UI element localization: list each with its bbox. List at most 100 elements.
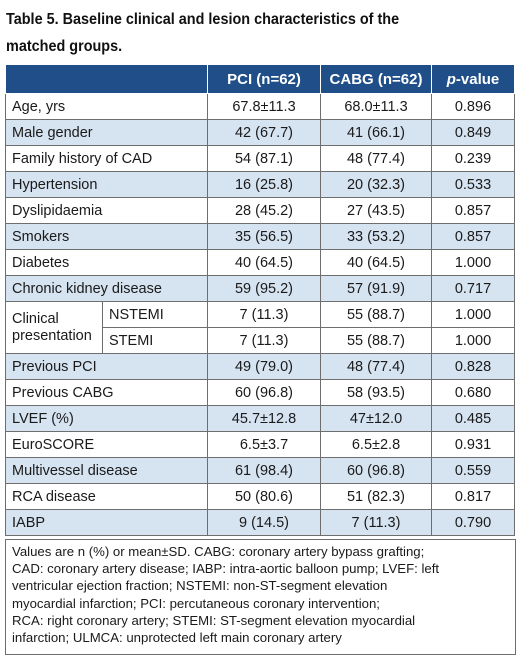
pci-value: 42 (67.7) [207,119,321,146]
row-label: Chronic kidney disease [5,275,208,302]
pci-value: 49 (79.0) [207,353,321,380]
p-value: 1.000 [431,301,515,328]
pci-value: 16 (25.8) [207,171,321,198]
row-label: Multivessel disease [5,457,208,484]
table-footnote: Values are n (%) or mean±SD. CABG: coron… [5,539,516,655]
cabg-value: 68.0±11.3 [320,93,432,120]
table-title: Table 5. Baseline clinical and lesion ch… [6,6,480,60]
pci-value: 7 (11.3) [207,301,321,328]
cabg-value: 6.5±2.8 [320,431,432,458]
row-label-clinical-presentation: Clinical presentation [5,301,103,354]
p-value: 0.896 [431,93,515,120]
table-row: Previous PCI 49 (79.0) 48 (77.4) 0.828 [5,353,515,380]
p-value: 0.849 [431,119,515,146]
p-value: 0.828 [431,353,515,380]
footnote-line: Values are n (%) or mean±SD. CABG: coron… [12,544,425,559]
row-label: RCA disease [5,483,208,510]
pci-value: 6.5±3.7 [207,431,321,458]
table-row: Male gender 42 (67.7) 41 (66.1) 0.849 [5,119,515,146]
clinical-label-line-1: Clinical [12,310,59,327]
table-row: LVEF (%) 45.7±12.8 47±12.0 0.485 [5,405,515,432]
pci-value: 35 (56.5) [207,223,321,250]
p-value: 0.680 [431,379,515,406]
row-label: Male gender [5,119,208,146]
cabg-value: 27 (43.5) [320,197,432,224]
p-value: 0.485 [431,405,515,432]
pci-value: 61 (98.4) [207,457,321,484]
table-row: Chronic kidney disease 59 (95.2) 57 (91.9)… [5,275,515,302]
row-label: Previous CABG [5,379,208,406]
pci-value: 67.8±11.3 [207,93,321,120]
row-label: Previous PCI [5,353,208,380]
p-value: 0.857 [431,197,515,224]
p-value: 0.817 [431,483,515,510]
p-value: 0.931 [431,431,515,458]
cabg-value: 48 (77.4) [320,145,432,172]
table-row: Family history of CAD 54 (87.1) 48 (77.4) 0… [5,145,515,172]
pci-value: 54 (87.1) [207,145,321,172]
row-label: Family history of CAD [5,145,208,172]
table-header-row: PCI (n=62) CABG (n=62) p-value [5,64,515,94]
p-value: 0.533 [431,171,515,198]
pci-value: 9 (14.5) [207,509,321,536]
footnote-line: infarction; ULMCA: unprotected left main… [12,630,342,646]
cabg-value: 33 (53.2) [320,223,432,250]
table-row: Hypertension 16 (25.8) 20 (32.3) 0.533 [5,171,515,198]
title-line-2: matched groups. [6,38,123,55]
header-p-rest: -value [455,70,500,88]
table-row: Clinical presentation NSTEMI 7 (11.3) 55 (88… [5,301,515,354]
cabg-value: 20 (32.3) [320,171,432,198]
row-label: LVEF (%) [5,405,208,432]
header-p-value: p-value [431,64,515,94]
sub-row-label: NSTEMI [102,301,208,328]
cabg-value: 57 (91.9) [320,275,432,302]
table-row: Multivessel disease 61 (98.4) 60 (96.8) 0.5… [5,457,515,484]
cabg-value: 48 (77.4) [320,353,432,380]
row-label: Diabetes [5,249,208,276]
footnote-line: CAD: coronary artery disease; IABP: intr… [12,561,440,577]
pci-value: 60 (96.8) [207,379,321,406]
row-label: Dyslipidaemia [5,197,208,224]
header-pci: PCI (n=62) [207,64,321,94]
row-label: EuroSCORE [5,431,208,458]
table-row: Age, yrs 67.8±11.3 68.0±11.3 0.896 [5,93,515,120]
sub-row-label: STEMI [102,327,208,354]
row-label: Smokers [5,223,208,250]
pci-value: 50 (80.6) [207,483,321,510]
table-body: Age, yrs 67.8±11.3 68.0±11.3 0.896 Male gend… [5,93,515,536]
row-label: Age, yrs [5,93,208,120]
p-value: 0.717 [431,275,515,302]
table-row: Previous CABG 60 (96.8) 58 (93.5) 0.680 [5,379,515,406]
cabg-value: 40 (64.5) [320,249,432,276]
p-value: 0.790 [431,509,515,536]
header-cabg: CABG (n=62) [320,64,432,94]
table-row: IABP 9 (14.5) 7 (11.3) 0.790 [5,509,515,536]
pci-value: 7 (11.3) [207,327,321,354]
row-label: IABP [5,509,208,536]
footnote-line: ventricular ejection fraction; NSTEMI: n… [12,578,388,594]
p-value: 1.000 [431,249,515,276]
p-value: 0.239 [431,145,515,172]
table-row: Smokers 35 (56.5) 33 (53.2) 0.857 [5,223,515,250]
cabg-value: 41 (66.1) [320,119,432,146]
cabg-value: 51 (82.3) [320,483,432,510]
cabg-value: 60 (96.8) [320,457,432,484]
cabg-value: 55 (88.7) [320,301,432,328]
table-row: RCA disease 50 (80.6) 51 (82.3) 0.817 [5,483,515,510]
table-row: STEMI 7 (11.3) 55 (88.7) 1.000 [6,327,515,354]
clinical-label-line-2: presentation [12,327,92,344]
table-row: Dyslipidaemia 28 (45.2) 27 (43.5) 0.857 [5,197,515,224]
row-label: Hypertension [5,171,208,198]
cabg-value: 47±12.0 [320,405,432,432]
header-p-italic: p [446,70,456,88]
cabg-value: 7 (11.3) [320,509,432,536]
table-row: EuroSCORE 6.5±3.7 6.5±2.8 0.931 [5,431,515,458]
pci-value: 59 (95.2) [207,275,321,302]
footnote-line: myocardial infarction; PCI: percutaneous… [12,595,380,611]
pci-value: 40 (64.5) [207,249,321,276]
footnote-line: RCA: right coronary artery; STEMI: ST-se… [12,612,416,628]
pci-value: 28 (45.2) [207,197,321,224]
characteristics-table: PCI (n=62) CABG (n=62) p-value Age, yrs 6… [5,64,515,536]
pci-value: 45.7±12.8 [207,405,321,432]
cabg-value: 55 (88.7) [320,327,432,354]
